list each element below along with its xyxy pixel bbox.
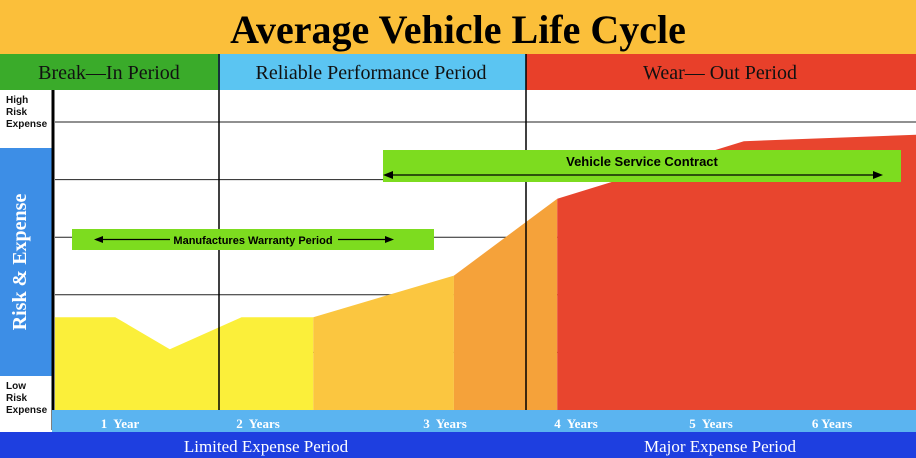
bottom-band — [0, 432, 916, 458]
warranty-label-bg — [170, 232, 338, 247]
service-contract-arrow-right-icon — [873, 171, 883, 179]
major-expense-label: Major Expense Period — [644, 437, 797, 456]
x-tick-band — [52, 410, 916, 432]
area-segment-2 — [313, 275, 454, 410]
x-tick-label: 5 Years — [689, 416, 733, 431]
area-segment-3 — [453, 198, 558, 410]
period-band-break-in — [0, 54, 218, 90]
service-contract-label: Vehicle Service Contract — [566, 154, 718, 169]
y-axis-band — [0, 148, 52, 376]
area-segment-1 — [55, 317, 314, 410]
x-tick-label: 6 Years — [812, 416, 852, 431]
service-contract-bar — [383, 150, 901, 182]
low-risk-label: Low Risk Expense — [6, 381, 48, 416]
x-tick-label: 4 Years — [554, 416, 598, 431]
period-band-wear-out — [526, 54, 916, 90]
low-risk-cell — [0, 376, 52, 432]
warranty-arrow-left-icon — [94, 236, 103, 243]
limited-expense-label: Limited Expense Period — [184, 437, 349, 456]
x-tick-label: 1 Year — [101, 416, 140, 431]
title-band — [0, 0, 916, 54]
high-risk-cell — [0, 90, 52, 148]
chart-title: Average Vehicle Life Cycle — [230, 7, 686, 52]
x-tick-label: 3 Years — [423, 416, 467, 431]
period-label-reliable: Reliable Performance Period — [255, 62, 486, 84]
y-axis-label: Risk & Expense — [9, 194, 31, 331]
high-risk-label: High Risk Expense — [6, 95, 48, 130]
x-tick-labels: 1 Year 2 Years 3 Years 4 Years 5 Years 6 Year… — [101, 416, 852, 431]
period-label-wear-out: Wear— Out Period — [643, 62, 797, 84]
period-band-reliable — [218, 54, 526, 90]
x-tick-label: 2 Years — [236, 416, 280, 431]
period-label-break-in: Break—In Period — [38, 62, 180, 84]
service-contract-arrow-left-icon — [383, 171, 393, 179]
area-segment-4 — [557, 134, 916, 411]
warranty-arrow-right-icon — [385, 236, 394, 243]
warranty-label: Manufactures Warranty Period — [173, 235, 332, 247]
series-layer — [55, 134, 916, 411]
